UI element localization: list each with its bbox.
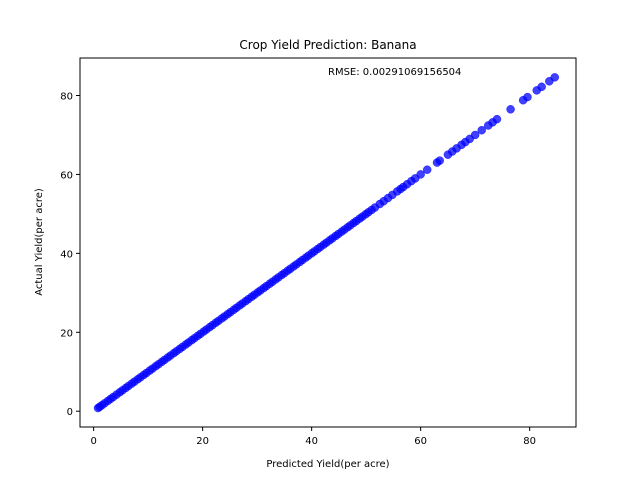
x-axis-ticks: 0 20 40 60 80 [90,427,536,447]
y-axis-ticks: 0 20 40 60 80 [60,91,80,418]
data-point [422,165,432,174]
y-axis-label: Actual Yield(per acre) [34,188,45,296]
x-axis-label: Predicted Yield(per acre) [266,459,389,470]
data-point [470,130,480,140]
chart-title: Crop Yield Prediction: Banana [239,38,416,52]
data-point [492,114,502,124]
x-tick-label: 60 [414,436,427,447]
y-tick-label: 20 [60,328,73,339]
y-tick-label: 60 [60,170,73,181]
y-tick-label: 0 [67,407,73,418]
data-point [537,82,546,92]
x-tick-label: 40 [305,436,318,447]
data-point [550,73,559,82]
data-points [93,73,559,413]
data-point [477,125,486,135]
y-tick-label: 80 [60,91,73,102]
data-point [435,156,444,165]
rmse-annotation: RMSE: 0.00291069156504 [328,67,461,78]
data-point [506,105,515,114]
data-point [416,170,425,179]
data-point [523,92,532,102]
x-tick-label: 80 [523,436,536,447]
x-tick-label: 0 [90,436,96,447]
x-tick-label: 20 [196,436,209,447]
plot-frame [79,57,577,428]
y-tick-label: 40 [60,249,73,260]
